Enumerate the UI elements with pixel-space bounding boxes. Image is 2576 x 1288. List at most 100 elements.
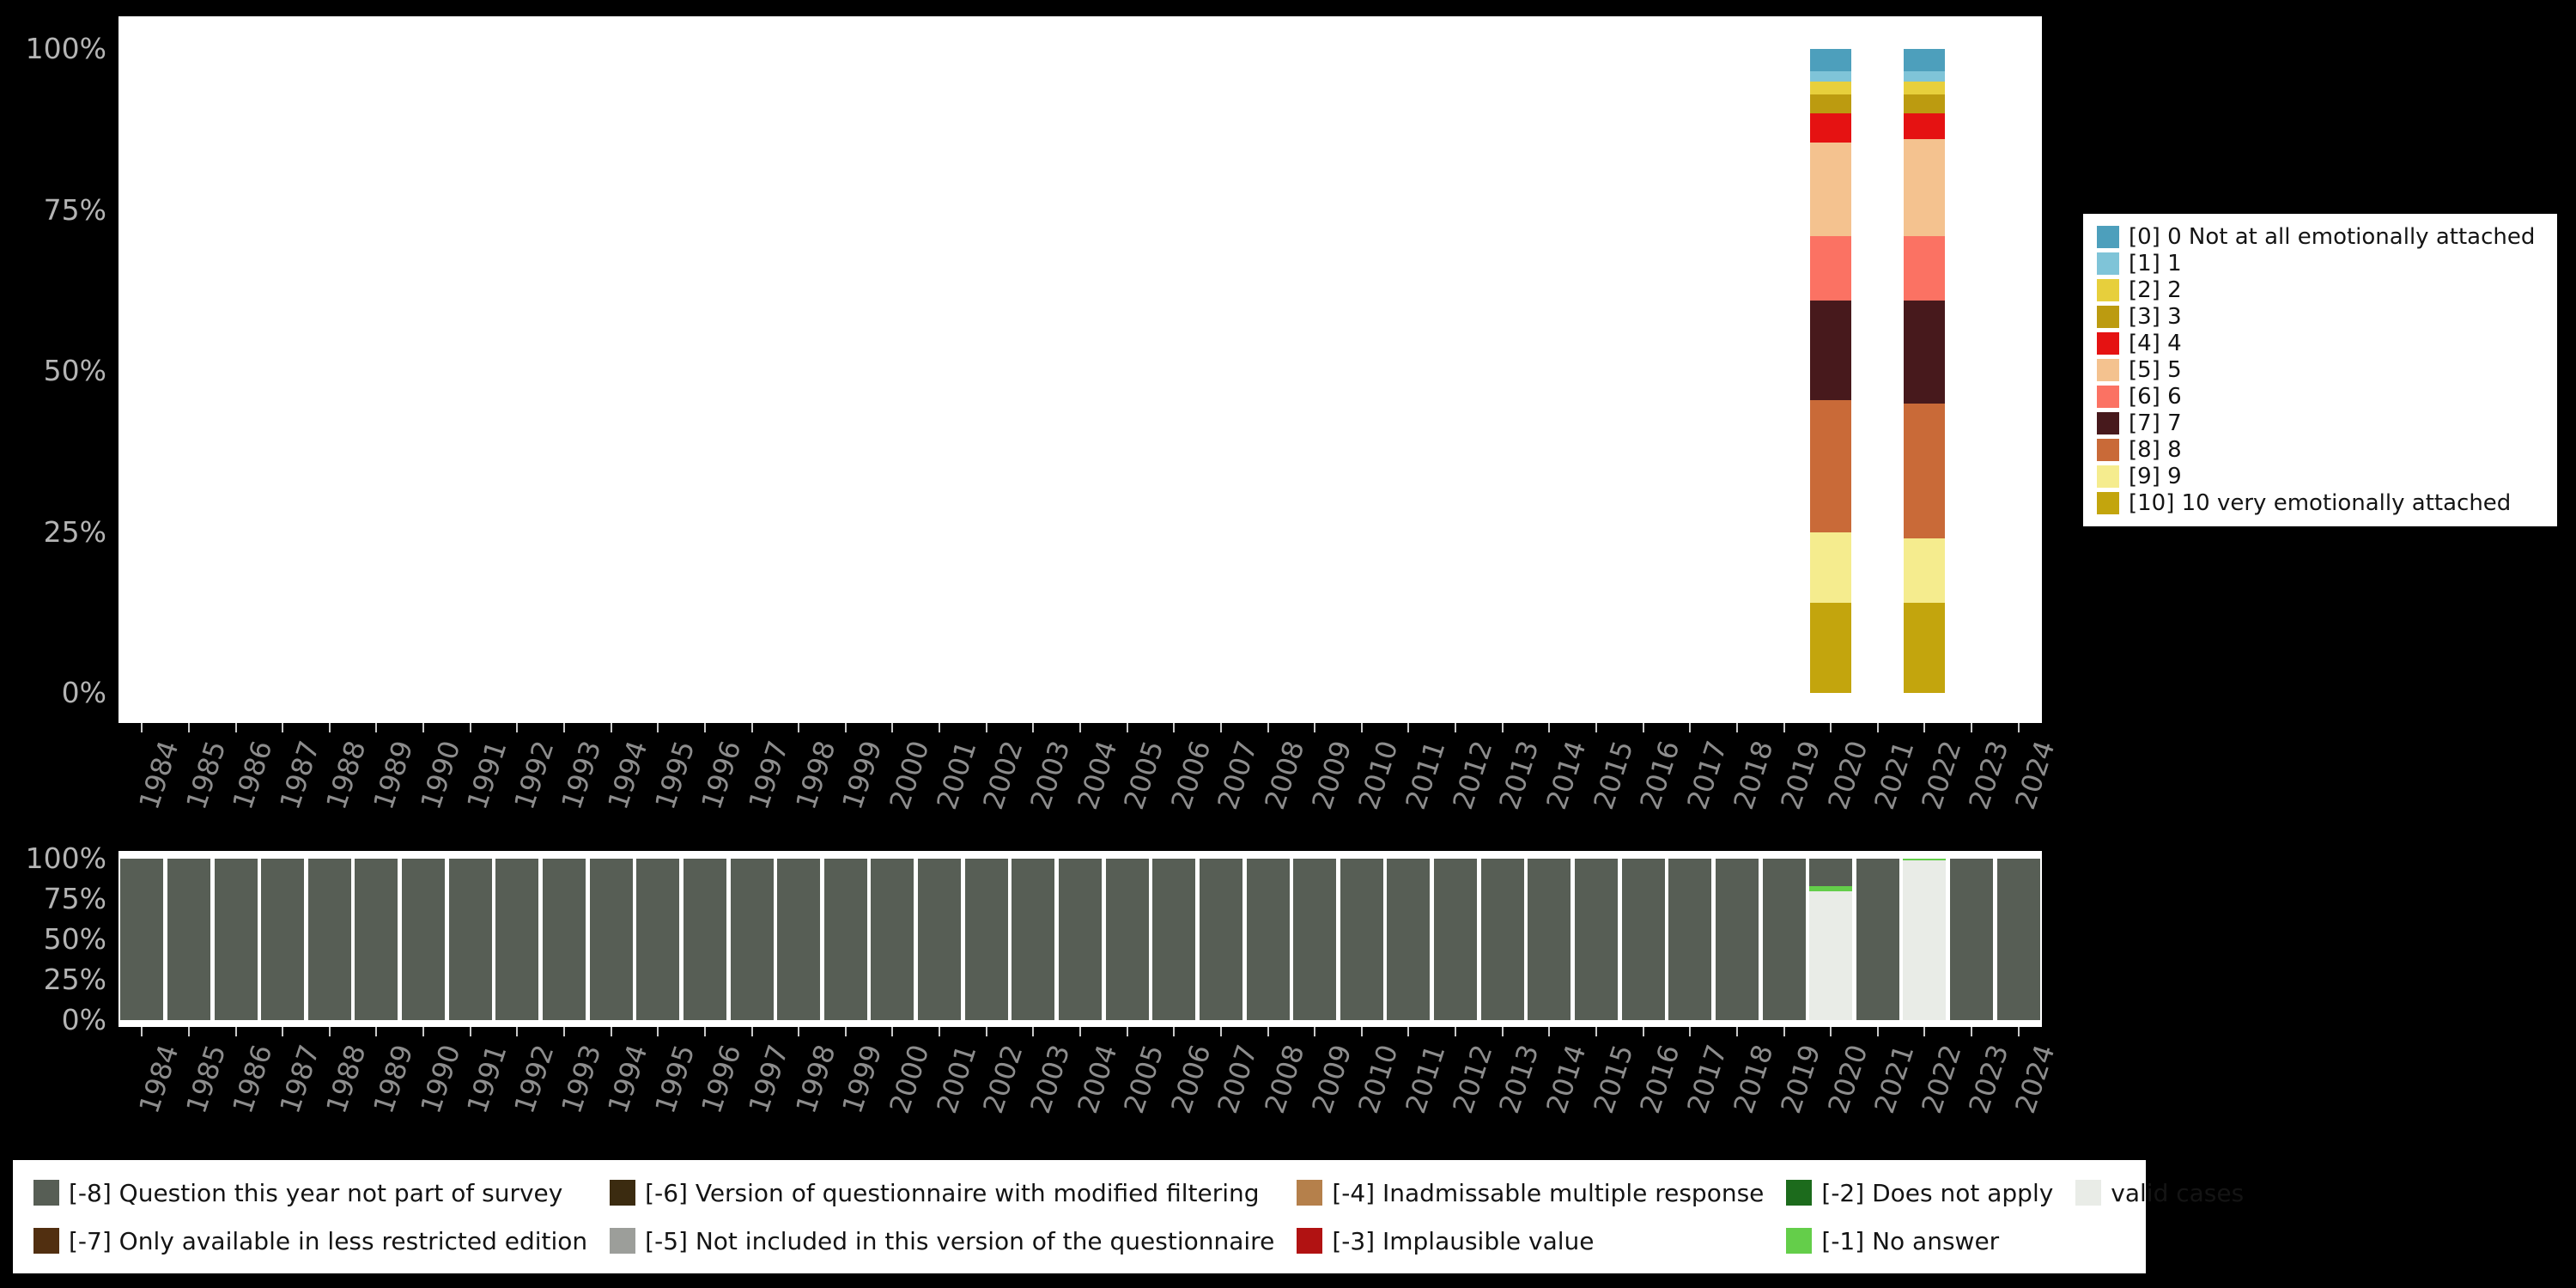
x-tick-label: 2002	[976, 1041, 1030, 1118]
stacked-bar-2024	[1996, 859, 2040, 1020]
x-tick	[985, 1027, 987, 1036]
x-tick-label: 1995	[648, 737, 702, 814]
x-tick	[1548, 1027, 1551, 1036]
legend-item: [-6] Version of questionnaire with modif…	[610, 1179, 1274, 1207]
legend-item: valid cases	[2075, 1179, 2244, 1207]
stacked-bar-2022	[1904, 49, 1946, 693]
y-tick-label: 25%	[43, 963, 106, 996]
x-tick-label: 1985	[179, 737, 233, 814]
x-tick	[1735, 1027, 1738, 1036]
bar-segment	[1246, 859, 1290, 1020]
legend-label: [0] 0 Not at all emotionally attached	[2129, 224, 2536, 250]
attachment-distribution-plot	[118, 16, 2042, 723]
x-tick-label: 2018	[1727, 737, 1781, 814]
x-tick-label: 2012	[1445, 1041, 1499, 1118]
x-tick	[1689, 1027, 1692, 1036]
legend-item: [-8] Question this year not part of surv…	[33, 1179, 587, 1207]
legend-label: [5] 5	[2129, 357, 2182, 383]
bar-segment	[1340, 859, 1383, 1020]
x-tick	[1971, 1027, 1973, 1036]
x-tick-label: 2015	[1586, 1041, 1640, 1118]
bar-segment	[495, 859, 539, 1020]
legend-swatch	[1786, 1228, 1813, 1254]
x-tick	[1735, 723, 1738, 732]
stacked-bar-1995	[636, 859, 680, 1020]
x-tick-label: 1989	[367, 1041, 420, 1118]
legend-label: valid cases	[2111, 1178, 2245, 1207]
missing-values-plot	[118, 851, 2042, 1027]
stacked-bar-2019	[1762, 859, 1806, 1020]
x-tick	[1407, 1027, 1410, 1036]
legend-swatch	[2097, 279, 2119, 301]
x-tick	[1830, 723, 1832, 732]
bar-segment	[261, 859, 305, 1020]
stacked-bar-1999	[823, 859, 867, 1020]
x-tick-label: 1999	[835, 737, 889, 814]
x-tick	[1219, 723, 1222, 732]
bar-segment	[683, 859, 726, 1020]
x-tick	[141, 1027, 143, 1036]
x-tick-label: 1991	[460, 737, 513, 814]
x-tick-label: 2020	[1820, 1041, 1874, 1118]
x-tick	[1971, 723, 1973, 732]
stacked-bar-2000	[871, 859, 914, 1020]
x-tick-label: 2020	[1820, 737, 1874, 814]
stacked-bar-1992	[495, 859, 539, 1020]
x-tick-label: 1993	[554, 737, 608, 814]
x-tick-label: 2018	[1727, 1041, 1781, 1118]
x-tick	[1360, 723, 1363, 732]
legend-swatch	[33, 1180, 59, 1206]
x-tick	[282, 1027, 284, 1036]
x-tick	[328, 1027, 331, 1036]
legend-swatch	[2097, 226, 2119, 248]
bar-segment	[1810, 113, 1852, 143]
bar-segment	[120, 859, 164, 1020]
x-tick	[1314, 723, 1316, 732]
x-tick-label: 1992	[507, 737, 561, 814]
x-tick-label: 1992	[507, 1041, 561, 1118]
x-tick-label: 1994	[601, 737, 654, 814]
bar-segment	[1762, 859, 1806, 1020]
x-tick	[703, 1027, 706, 1036]
legend-swatch	[2097, 412, 2119, 434]
stacked-bar-2022	[1903, 859, 1947, 1020]
x-tick-label: 2004	[1070, 737, 1124, 814]
legend-swatch	[610, 1180, 636, 1206]
legend-swatch	[33, 1228, 59, 1254]
bar-segment	[1904, 603, 1946, 693]
y-tick-label: 0%	[61, 676, 106, 709]
legend-label: [-6] Version of questionnaire with modif…	[645, 1178, 1260, 1207]
bar-segment	[1904, 139, 1946, 236]
x-tick-label: 2016	[1633, 1041, 1686, 1118]
y-tick-label: 75%	[43, 882, 106, 915]
legend-item: [5] 5	[2097, 357, 2543, 383]
x-tick	[1595, 723, 1597, 732]
x-tick	[234, 1027, 237, 1036]
x-tick	[1501, 1027, 1504, 1036]
bar-segment	[307, 859, 351, 1020]
bar-segment	[1810, 49, 1852, 72]
x-tick-label: 1996	[695, 1041, 749, 1118]
x-tick-label: 2010	[1352, 1041, 1405, 1118]
bar-segment	[214, 859, 258, 1020]
legend-swatch	[1297, 1228, 1323, 1254]
x-tick	[750, 1027, 753, 1036]
bar-segment	[1715, 859, 1759, 1020]
legend-label: [7] 7	[2129, 410, 2182, 436]
x-tick-label: 2022	[1915, 1041, 1968, 1118]
stacked-bar-2001	[918, 859, 962, 1020]
x-tick	[1689, 723, 1692, 732]
bar-segment	[1528, 859, 1571, 1020]
x-tick	[939, 1027, 941, 1036]
bar-segment	[1480, 859, 1524, 1020]
stacked-bar-2009	[1293, 859, 1337, 1020]
bar-segment	[777, 859, 821, 1020]
bar-segment	[543, 859, 586, 1020]
stacked-bar-2016	[1621, 859, 1665, 1020]
stacked-bar-1998	[777, 859, 821, 1020]
x-tick	[282, 723, 284, 732]
legend-swatch	[2097, 359, 2119, 381]
legend-swatch	[1297, 1180, 1323, 1206]
x-tick	[1923, 1027, 1926, 1036]
x-tick-label: 2008	[1258, 1041, 1311, 1118]
